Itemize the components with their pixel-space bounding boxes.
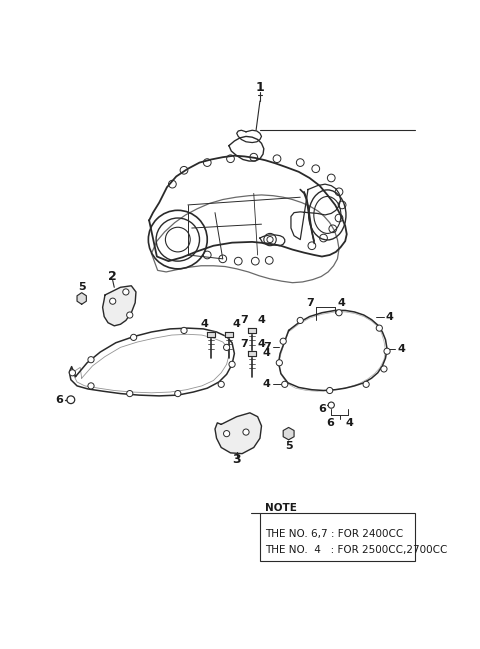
Polygon shape [103, 286, 136, 326]
Text: 4: 4 [258, 315, 265, 325]
Text: 5: 5 [78, 282, 85, 292]
Circle shape [175, 391, 181, 397]
Polygon shape [207, 332, 215, 337]
Text: 6: 6 [318, 404, 326, 414]
Circle shape [123, 289, 129, 295]
Circle shape [297, 317, 303, 323]
Text: 4: 4 [263, 348, 271, 358]
Text: 4: 4 [337, 299, 345, 308]
Circle shape [381, 366, 387, 372]
FancyBboxPatch shape [260, 513, 415, 561]
Circle shape [109, 298, 116, 304]
Text: 7: 7 [240, 339, 248, 349]
Circle shape [280, 338, 286, 345]
Circle shape [127, 312, 133, 318]
Text: 2: 2 [108, 270, 117, 283]
Text: 4: 4 [385, 312, 394, 322]
Circle shape [363, 381, 369, 387]
Text: NOTE: NOTE [264, 503, 297, 513]
Circle shape [224, 430, 230, 437]
Circle shape [69, 370, 75, 376]
Text: 7: 7 [240, 315, 248, 325]
Text: 4: 4 [263, 379, 271, 389]
Circle shape [131, 334, 137, 341]
Text: 4: 4 [398, 344, 406, 354]
Polygon shape [283, 428, 294, 440]
Polygon shape [77, 293, 86, 304]
Circle shape [218, 381, 224, 387]
Circle shape [384, 348, 390, 354]
Circle shape [224, 345, 230, 350]
Polygon shape [225, 332, 233, 337]
Circle shape [67, 396, 75, 404]
Text: 4: 4 [258, 339, 265, 349]
Polygon shape [215, 413, 262, 454]
Text: 5: 5 [285, 441, 292, 451]
Circle shape [282, 381, 288, 387]
Circle shape [181, 327, 187, 334]
Text: THE NO. 6,7 : FOR 2400CC: THE NO. 6,7 : FOR 2400CC [264, 530, 403, 539]
Polygon shape [248, 351, 256, 356]
Text: 4: 4 [232, 319, 240, 329]
Polygon shape [248, 328, 256, 333]
Circle shape [243, 429, 249, 435]
Text: 1: 1 [255, 80, 264, 93]
Circle shape [376, 325, 383, 331]
Circle shape [276, 360, 282, 366]
Text: 4: 4 [345, 418, 353, 428]
Circle shape [127, 391, 133, 397]
Circle shape [336, 310, 342, 316]
Circle shape [88, 383, 94, 389]
Circle shape [326, 387, 333, 393]
Text: 4: 4 [201, 319, 209, 329]
Text: 7: 7 [306, 299, 314, 308]
Text: 3: 3 [232, 452, 241, 465]
Circle shape [328, 402, 335, 408]
Text: 7: 7 [263, 343, 271, 352]
Text: THE NO.  4   : FOR 2500CC,2700CC: THE NO. 4 : FOR 2500CC,2700CC [264, 545, 447, 555]
Circle shape [229, 361, 235, 367]
Circle shape [88, 356, 94, 363]
Text: 6: 6 [55, 395, 63, 405]
Text: 6: 6 [326, 418, 335, 428]
